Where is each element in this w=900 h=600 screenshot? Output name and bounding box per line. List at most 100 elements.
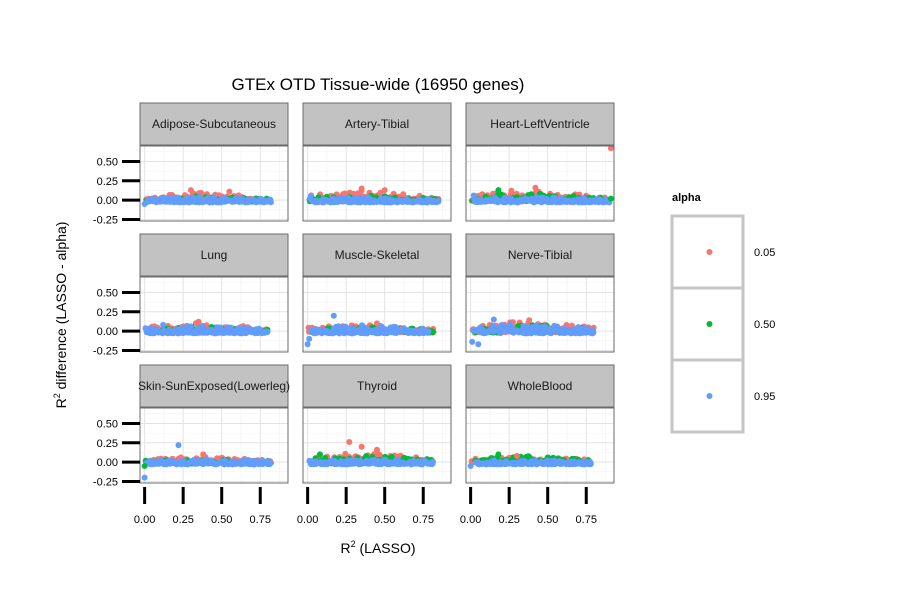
data-point (185, 194, 192, 201)
y-axis: -0.25 0.00 0.25 0.50 (93, 418, 140, 488)
data-point (424, 196, 431, 202)
y-tick-label: -0.25 (93, 214, 118, 226)
data-point (476, 461, 483, 467)
data-point (487, 460, 494, 467)
data-point (141, 463, 148, 469)
data-point (560, 325, 567, 332)
data-point (382, 326, 389, 333)
data-point (141, 474, 148, 481)
data-point (403, 198, 410, 205)
plot-background (466, 408, 614, 483)
data-point (361, 324, 368, 331)
facet-panel: Artery-Tibial (302, 102, 452, 222)
data-point (344, 461, 351, 468)
data-point (331, 457, 338, 464)
data-point (323, 329, 330, 336)
data-point (338, 459, 345, 466)
data-point (358, 443, 365, 450)
data-point (348, 330, 355, 337)
data-points (468, 145, 614, 206)
data-point (387, 197, 394, 204)
facet-strip-label: Artery-Tibial (345, 117, 409, 131)
data-point (312, 330, 319, 337)
data-point (391, 329, 398, 336)
data-point (601, 197, 608, 204)
facet-panels: Adipose-Subcutaneous -0.25 0.00 0.25 0.50 Art… (93, 102, 615, 526)
facet-strip-label: Nerve-Tibial (508, 248, 572, 262)
data-point (544, 198, 551, 205)
data-point (258, 330, 265, 337)
x-tick-label: 0.00 (297, 514, 318, 526)
plot-background (140, 277, 288, 352)
data-point (539, 330, 546, 337)
data-point (540, 459, 547, 466)
facet-panel: Thyroid 0.00 0.25 0.50 0.75 (297, 364, 452, 526)
legend-swatch (706, 249, 713, 255)
data-point (337, 325, 344, 332)
data-point (551, 457, 558, 464)
data-point (254, 198, 260, 205)
facet-strip (465, 364, 615, 408)
facet-strip (465, 102, 615, 146)
data-point (313, 198, 320, 205)
y-tick-label: -0.25 (93, 476, 118, 488)
data-point (530, 199, 537, 206)
facet-strip (465, 233, 615, 277)
data-point (503, 328, 510, 334)
data-point (231, 328, 238, 335)
data-point (420, 330, 427, 337)
data-point (187, 187, 194, 194)
data-point (147, 326, 153, 333)
y-axis: -0.25 0.00 0.25 0.50 (93, 287, 140, 357)
data-points (141, 442, 274, 481)
data-point (578, 198, 585, 205)
y-tick-label: 0.50 (97, 287, 118, 299)
data-point (479, 326, 486, 333)
data-points (142, 318, 271, 337)
x-axis: 0.00 0.25 0.50 0.75 (297, 487, 434, 526)
panel-border (302, 407, 452, 484)
data-point (362, 198, 369, 205)
x-tick-label: 0.50 (537, 514, 558, 526)
y-axis: -0.25 0.00 0.25 0.50 (93, 156, 140, 226)
data-point (141, 201, 148, 207)
data-point (574, 327, 581, 334)
data-point (587, 329, 594, 336)
data-point (513, 452, 520, 459)
panel-border (465, 145, 615, 222)
facet-strip-label: Adipose-Subcutaneous (152, 117, 276, 131)
facet-strip (302, 102, 452, 146)
data-point (327, 199, 334, 206)
gridlines (466, 277, 614, 352)
data-point (524, 459, 531, 466)
data-points (467, 451, 594, 469)
data-point (532, 184, 539, 191)
data-point (160, 321, 167, 328)
facet-panel: WholeBlood 0.00 0.25 0.50 0.75 (460, 364, 615, 526)
data-point (472, 198, 479, 205)
data-point (326, 460, 332, 467)
data-point (348, 457, 354, 464)
data-point (432, 198, 439, 205)
data-point (306, 335, 313, 342)
data-point (429, 460, 436, 467)
data-point (171, 459, 178, 466)
data-point (355, 196, 362, 203)
plot-background (466, 146, 614, 221)
data-point (568, 330, 575, 337)
y-tick-label: 0.25 (97, 438, 118, 450)
data-point (570, 192, 577, 199)
data-point (308, 458, 315, 465)
data-point (304, 341, 311, 348)
chart-title: GTEx OTD Tissue-wide (16950 genes) (232, 75, 525, 94)
data-points (304, 312, 437, 348)
data-point (200, 451, 207, 458)
facet-strip-label: Muscle-Skeletal (335, 248, 420, 262)
data-point (403, 328, 410, 335)
data-point (164, 329, 171, 336)
panel-border (465, 276, 615, 353)
data-point (576, 460, 583, 467)
facet-strip (139, 233, 289, 277)
data-point (170, 330, 177, 337)
